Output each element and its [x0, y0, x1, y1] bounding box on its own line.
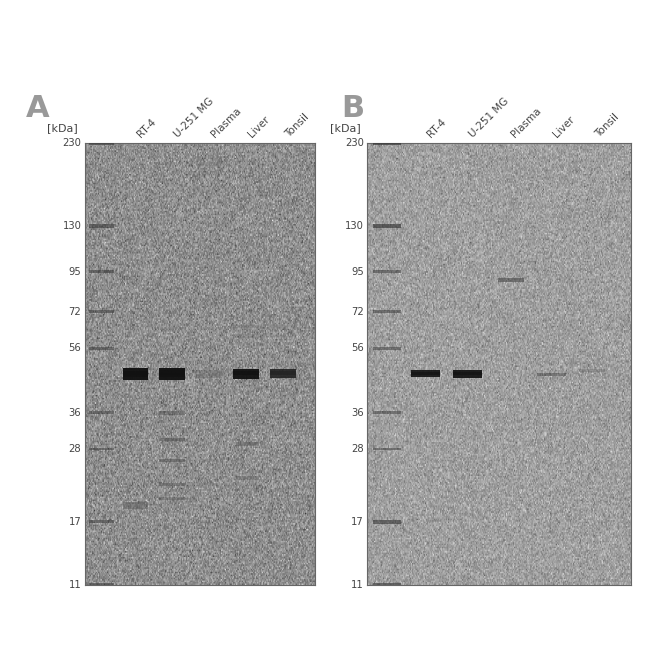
Bar: [89, 224, 114, 227]
Bar: [159, 438, 185, 441]
Text: 36: 36: [352, 408, 364, 418]
Bar: [453, 372, 482, 375]
Bar: [196, 162, 222, 166]
Bar: [89, 310, 114, 313]
Bar: [89, 584, 114, 586]
Text: RT-4: RT-4: [135, 117, 158, 140]
Text: 130: 130: [345, 221, 364, 231]
Bar: [372, 583, 402, 587]
Bar: [123, 368, 148, 380]
Text: 17: 17: [68, 517, 81, 526]
Text: 95: 95: [68, 266, 81, 276]
Text: 11: 11: [68, 580, 81, 590]
Text: 72: 72: [351, 307, 364, 317]
Text: Tonsil: Tonsil: [283, 112, 311, 140]
Text: Liver: Liver: [551, 114, 577, 140]
Bar: [270, 371, 296, 375]
Bar: [233, 369, 259, 379]
Bar: [233, 334, 259, 337]
Text: 230: 230: [62, 138, 81, 148]
Text: A: A: [26, 94, 49, 124]
Bar: [372, 347, 402, 350]
Bar: [123, 370, 148, 375]
Bar: [453, 370, 482, 378]
Text: Plasma: Plasma: [209, 106, 243, 140]
Bar: [270, 369, 296, 378]
Bar: [372, 310, 402, 313]
Text: B: B: [341, 94, 365, 124]
Bar: [159, 370, 185, 375]
Text: 28: 28: [69, 444, 81, 454]
Text: 56: 56: [351, 343, 364, 354]
Bar: [89, 520, 114, 523]
Bar: [579, 369, 605, 372]
Bar: [199, 483, 220, 486]
Text: Tonsil: Tonsil: [593, 112, 621, 140]
Bar: [159, 497, 185, 500]
Text: 130: 130: [62, 221, 81, 231]
Bar: [123, 373, 148, 376]
Text: 72: 72: [68, 307, 81, 317]
Bar: [236, 476, 259, 480]
Text: [kDa]: [kDa]: [330, 124, 361, 133]
Bar: [270, 325, 296, 328]
Bar: [159, 483, 185, 486]
Text: 95: 95: [351, 266, 364, 276]
Bar: [233, 370, 259, 375]
Bar: [236, 442, 259, 447]
Bar: [372, 224, 402, 228]
Bar: [233, 325, 259, 328]
Bar: [123, 502, 148, 509]
Bar: [89, 270, 114, 273]
Text: 17: 17: [351, 517, 364, 526]
Text: 11: 11: [351, 580, 364, 590]
Bar: [372, 411, 402, 414]
Text: Plasma: Plasma: [510, 106, 543, 140]
Text: 28: 28: [352, 444, 364, 454]
Text: RT-4: RT-4: [425, 117, 448, 140]
Bar: [89, 448, 114, 450]
Bar: [159, 459, 185, 462]
Bar: [497, 278, 524, 282]
Text: U-251 MG: U-251 MG: [172, 96, 216, 140]
Bar: [159, 368, 185, 380]
Bar: [89, 141, 114, 145]
Text: U-251 MG: U-251 MG: [467, 96, 511, 140]
Text: [kDa]: [kDa]: [47, 124, 78, 133]
Bar: [89, 411, 114, 414]
Bar: [537, 372, 566, 376]
Bar: [89, 347, 114, 350]
Bar: [159, 373, 185, 377]
Text: 230: 230: [345, 138, 364, 148]
Bar: [411, 372, 439, 375]
Bar: [372, 520, 402, 524]
Text: 36: 36: [69, 408, 81, 418]
Bar: [196, 370, 222, 378]
Bar: [372, 270, 402, 273]
Text: 56: 56: [68, 343, 81, 354]
Bar: [270, 335, 296, 337]
Bar: [159, 411, 185, 415]
Text: Liver: Liver: [246, 114, 271, 140]
Bar: [372, 140, 402, 146]
Bar: [372, 448, 402, 450]
Bar: [199, 459, 220, 462]
Bar: [411, 370, 439, 378]
